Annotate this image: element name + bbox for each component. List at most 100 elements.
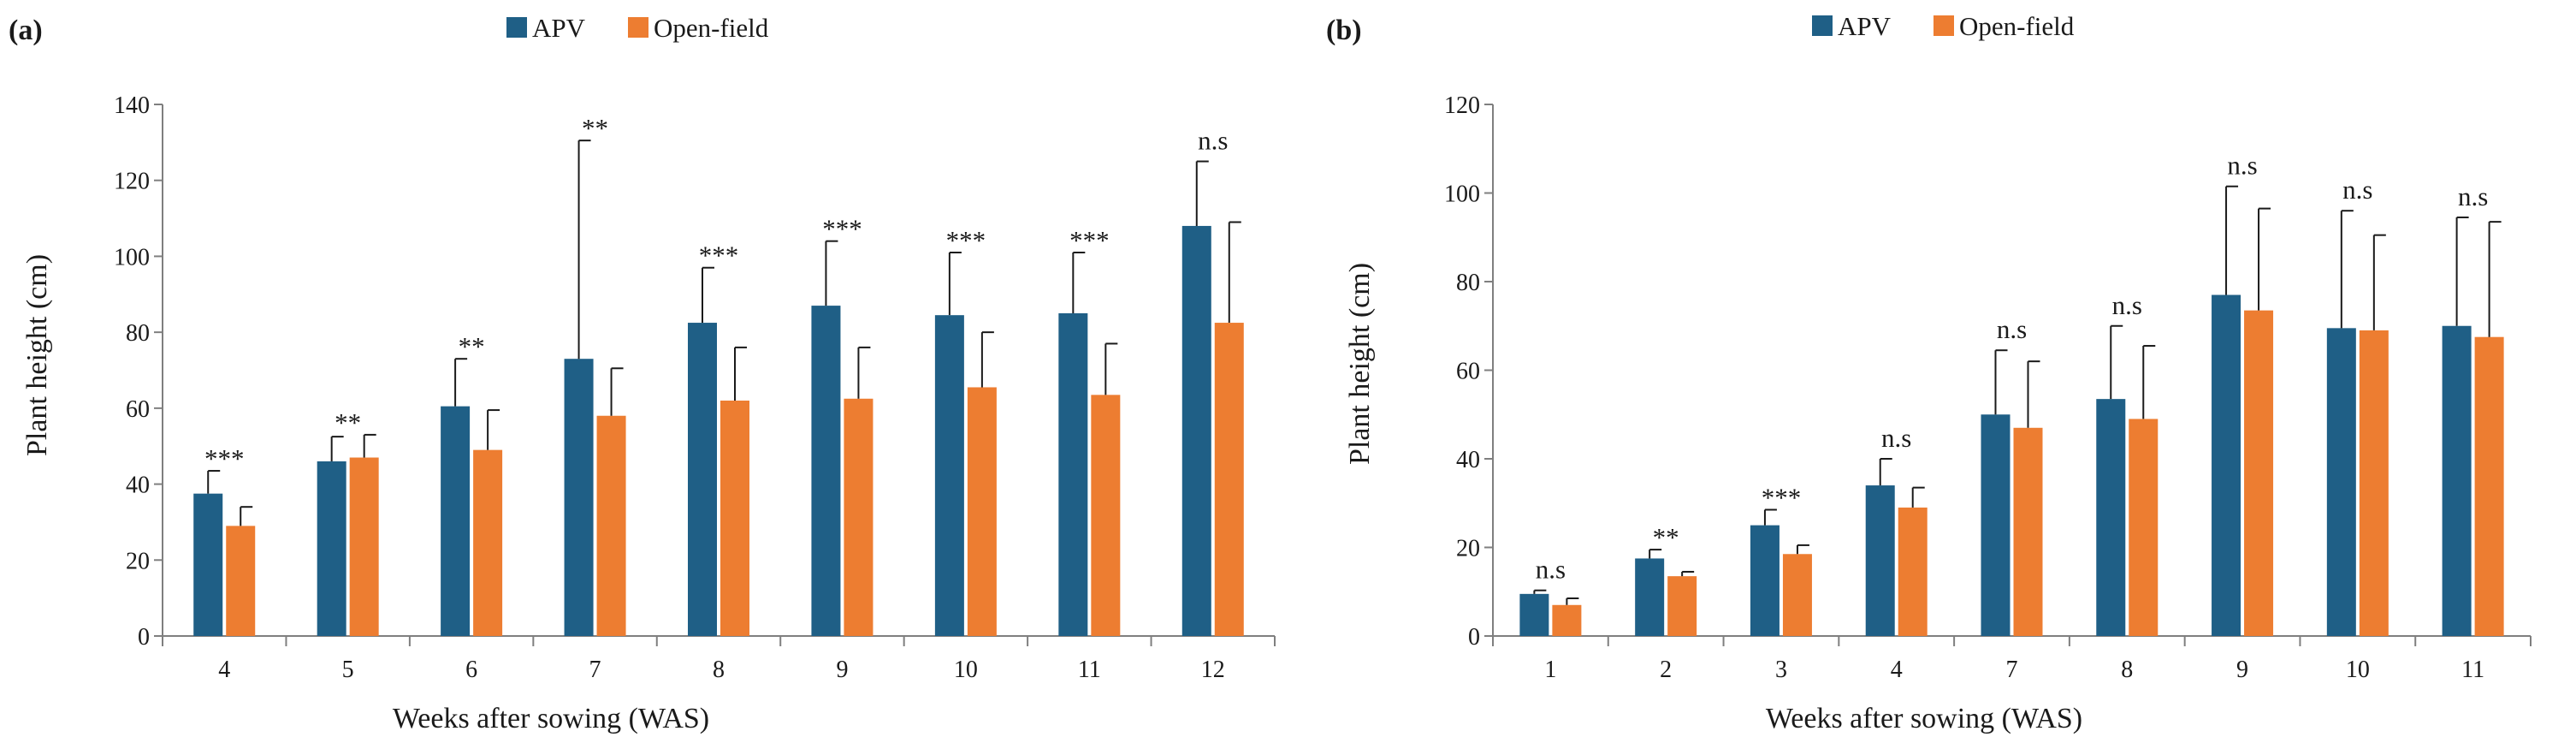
bar-open-field [1782,554,1812,636]
bar-open-field [349,457,379,636]
panel-a-x-axis-title: Weeks after sowing (WAS) [393,703,709,734]
significance-label: n.s [2227,151,2257,181]
legend-swatch-apv [506,17,527,38]
significance-label: ** [459,331,485,361]
bar-apv [811,306,841,636]
bar-apv [2326,328,2356,636]
y-tick-label: 40 [126,473,150,499]
bar-apv [2442,325,2472,636]
bar-open-field [2244,310,2274,636]
legend-swatch-apv [1812,15,1833,36]
panel-b-legend: APV Open-field [1812,11,2075,41]
x-tick-label: 8 [2121,657,2133,683]
bar-apv [1181,225,1211,636]
y-tick-label: 0 [1468,624,1480,651]
bar-open-field [1667,576,1697,636]
panel-a: (a) APV Open-field Plant height (cm) Wee… [9,13,1276,734]
bar-apv [193,493,223,636]
bar-open-field [2129,419,2159,636]
legend-swatch-open-field [1933,15,1954,36]
x-tick-label: 2 [1660,657,1672,683]
bar-open-field [2359,330,2389,636]
legend-label-open-field: Open-field [1959,11,2075,41]
x-tick-label: 1 [1544,657,1556,683]
x-tick-label: 3 [1775,657,1787,683]
x-tick-label: 5 [342,657,354,683]
panel-a-y-axis-title: Plant height (cm) [21,254,53,456]
y-tick-label: 120 [114,169,150,195]
bar-apv [2096,399,2126,636]
x-tick-label: 7 [2006,657,2018,683]
y-tick-label: 100 [1444,181,1480,208]
significance-label: n.s [1536,555,1566,585]
x-tick-label: 9 [836,657,848,683]
panel-a-legend: APV Open-field [506,13,769,43]
bar-apv [441,406,471,636]
significance-label: ** [1653,522,1679,552]
legend-label-apv: APV [1838,11,1892,41]
y-tick-label: 80 [126,320,150,347]
significance-label: *** [699,241,739,270]
significance-label: n.s [1198,126,1228,156]
bar-open-field [596,415,626,636]
x-tick-label: 10 [954,657,978,683]
significance-label: n.s [2112,290,2142,320]
bar-apv [1750,525,1780,636]
bar-open-field [2013,427,2043,636]
bar-apv [1865,485,1895,636]
significance-label: *** [204,443,245,473]
panel-a-plot: 0 20 40 60 80 100 120 140 4 *** 5 ** 6 ** 7 ** 8 *** 9 *** 1… [114,92,1276,683]
significance-label: ** [582,113,608,143]
bar-open-field [967,387,997,636]
x-tick-label: 10 [2346,657,2370,683]
bar-apv [1058,312,1088,636]
bar-apv [1981,414,2010,636]
significance-label: n.s [1997,314,2027,344]
bar-apv [1519,593,1549,636]
y-tick-label: 40 [1456,447,1480,473]
x-tick-label: 4 [218,657,230,683]
bar-open-field [226,526,256,636]
bar-apv [317,461,346,636]
legend-label-apv: APV [532,13,586,43]
bar-open-field [1214,323,1244,636]
significance-label: n.s [2342,175,2372,205]
panel-b-x-axis-title: Weeks after sowing (WAS) [1766,703,2082,734]
bar-open-field [2474,336,2504,636]
legend-swatch-open-field [628,17,648,38]
bar-apv [1635,558,1665,636]
significance-label: n.s [2458,181,2488,211]
significance-label: *** [946,225,986,255]
y-tick-label: 0 [138,624,150,651]
y-tick-label: 80 [1456,270,1480,296]
bar-open-field [844,398,873,636]
bar-apv [688,323,717,636]
significance-label: n.s [1881,423,1911,453]
y-tick-label: 60 [126,396,150,423]
panel-b: (b) APV Open-field Plant height (cm) Wee… [1326,11,2532,734]
bar-open-field [1091,395,1121,636]
bar-apv [564,359,594,636]
y-tick-label: 120 [1444,92,1480,119]
significance-label: *** [822,214,862,244]
x-tick-label: 11 [1078,657,1101,683]
panel-b-plot: 0 20 40 60 80 100 120 1 n.s 2 ** 3 *** 4 n.s 7 n.s 8 n.s 9 n… [1444,92,2532,683]
significance-label: *** [1762,483,1802,513]
x-tick-label: 4 [1891,657,1903,683]
bar-apv [934,315,964,636]
significance-label: *** [1069,225,1110,255]
bar-open-field [720,400,749,636]
y-tick-label: 140 [114,92,150,119]
panel-b-y-axis-title: Plant height (cm) [1344,263,1376,465]
bar-apv [2212,294,2241,636]
x-tick-label: 7 [589,657,601,683]
bar-open-field [1898,507,1928,636]
x-tick-label: 9 [2236,657,2248,683]
bar-open-field [1552,604,1582,636]
y-tick-label: 60 [1456,359,1480,385]
bar-open-field [473,449,503,636]
legend-label-open-field: Open-field [654,13,769,43]
y-tick-label: 20 [1456,536,1480,562]
panel-b-label: (b) [1326,15,1362,46]
